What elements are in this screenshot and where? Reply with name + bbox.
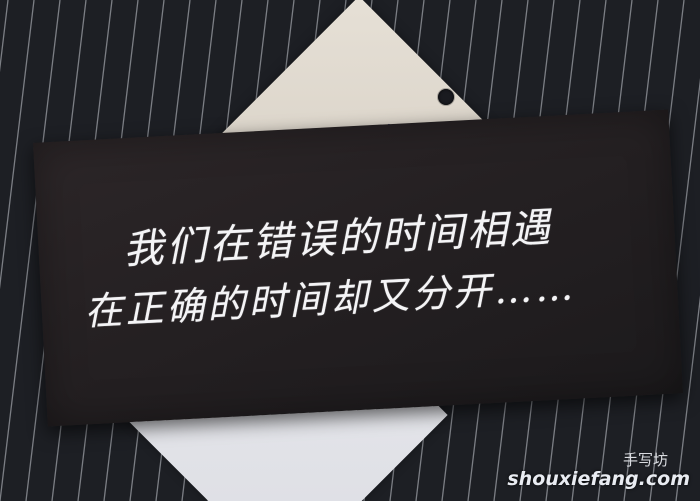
watermark-site-name: 手写坊 <box>622 451 668 469</box>
background-stripe <box>0 0 35 290</box>
tag-hole <box>438 89 454 105</box>
background-stripe <box>675 295 700 501</box>
background-stripe <box>649 78 700 501</box>
background-stripe <box>0 0 61 501</box>
watermark-url: shouxiefang.com <box>507 468 690 490</box>
